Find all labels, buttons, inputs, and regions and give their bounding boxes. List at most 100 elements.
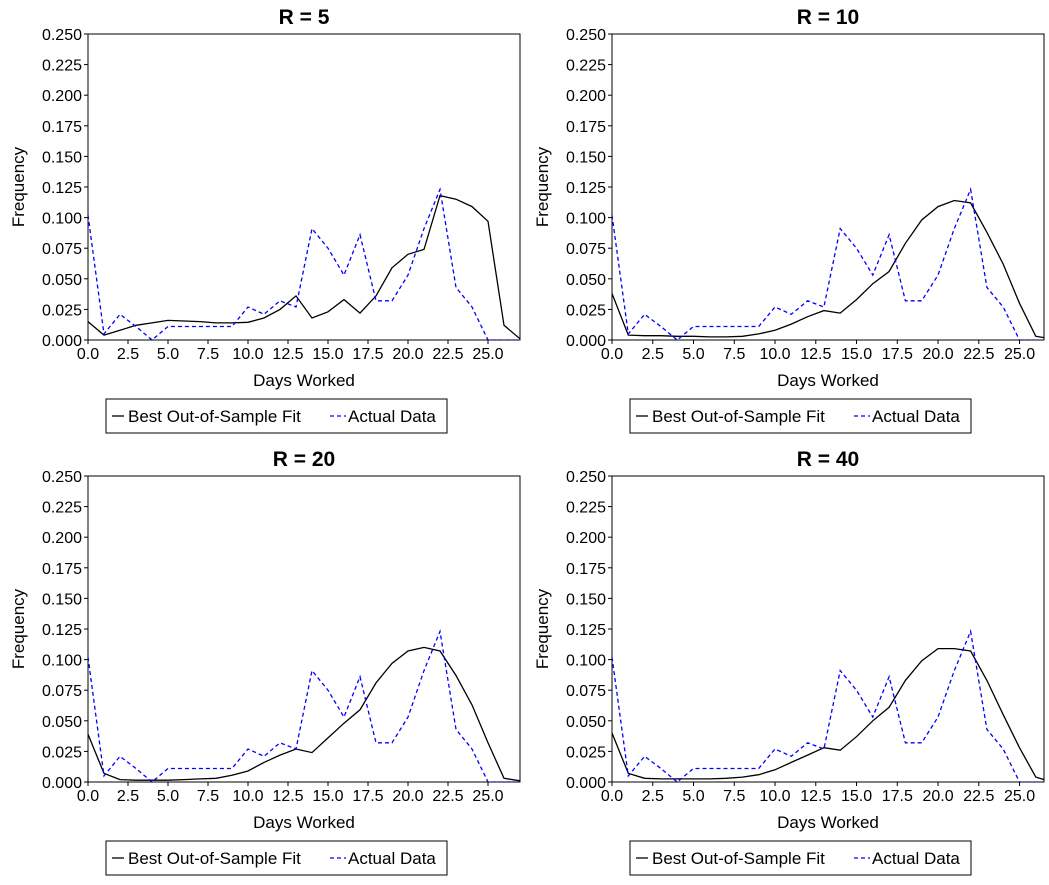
y-tick-label: 0.100 — [566, 211, 606, 228]
y-tick-label: 0.100 — [42, 653, 82, 670]
x-tick-label: 20.0 — [392, 346, 423, 363]
x-tick-label: 5.0 — [157, 788, 179, 805]
legend-box — [105, 840, 448, 876]
x-tick-label: 15.0 — [312, 346, 343, 363]
x-tick-label: 7.5 — [197, 788, 219, 805]
chart-title: R = 5 — [279, 6, 330, 29]
legend: Best Out-of-Sample Fit Actual Data — [629, 840, 972, 876]
y-tick-label: 0.025 — [566, 744, 606, 761]
y-tick-label: 0.250 — [566, 469, 606, 486]
x-tick-label: 10.0 — [759, 346, 790, 363]
legend-label-actual-data: Actual Data — [348, 407, 436, 426]
y-tick-label: 0.050 — [42, 272, 82, 289]
x-tick-label: 2.5 — [117, 788, 139, 805]
y-tick-label: 0.225 — [566, 500, 606, 517]
y-tick-label: 0.125 — [42, 180, 82, 197]
legend-box — [105, 398, 448, 434]
chart-svg: R = 5 0.000 0.025 0.050 0.075 0.100 0.125 0.150… — [9, 6, 521, 434]
series-line-best-fit — [612, 199, 1044, 339]
y-tick-label: 0.075 — [566, 241, 606, 258]
x-tick-label: 20.0 — [922, 788, 953, 805]
y-tick-label: 0.150 — [42, 591, 82, 608]
x-tick-label: 0.0 — [77, 788, 99, 805]
legend-label-best-fit: Best Out-of-Sample Fit — [652, 849, 825, 868]
y-tick-label: 0.100 — [42, 211, 82, 228]
y-tick-label: 0.050 — [566, 272, 606, 289]
legend-label-best-fit: Best Out-of-Sample Fit — [128, 407, 301, 426]
y-tick-label: 0.250 — [42, 27, 82, 44]
x-tick-label: 10.0 — [232, 346, 263, 363]
series-line-actual-data — [612, 629, 1036, 782]
x-tick-label: 20.0 — [922, 346, 953, 363]
y-tick-label: 0.125 — [566, 180, 606, 197]
y-axis-label: Frequency — [9, 588, 28, 669]
x-axis-label: Days Worked — [253, 371, 355, 390]
y-tick-label: 0.150 — [566, 591, 606, 608]
y-tick-label: 0.075 — [42, 683, 82, 700]
plot-frame — [87, 475, 521, 783]
y-tick-label: 0.225 — [42, 500, 82, 517]
plot-frame — [611, 475, 1045, 783]
x-axis-label: Days Worked — [777, 371, 879, 390]
x-tick-label: 0.0 — [601, 346, 623, 363]
series-line-best-fit — [88, 646, 520, 782]
y-tick-label: 0.050 — [566, 714, 606, 731]
x-tick-label: 5.0 — [157, 346, 179, 363]
y-tick-label: 0.000 — [42, 333, 82, 350]
y-axis-label: Frequency — [533, 588, 552, 669]
y-tick-label: 0.200 — [566, 88, 606, 105]
x-tick-label: 17.5 — [352, 788, 383, 805]
y-axis-label: Frequency — [9, 146, 28, 227]
legend: Best Out-of-Sample Fit Actual Data — [105, 840, 448, 876]
x-tick-label: 2.5 — [117, 346, 139, 363]
chart-title: R = 20 — [273, 448, 335, 471]
x-tick-label: 15.0 — [841, 346, 872, 363]
x-tick-label: 25.0 — [1004, 346, 1035, 363]
plot-frame — [87, 33, 521, 341]
x-tick-label: 5.0 — [682, 788, 704, 805]
chart-svg: R = 10 0.000 0.025 0.050 0.075 0.100 0.125 0.15… — [533, 6, 1045, 434]
y-tick-label: 0.225 — [566, 58, 606, 75]
y-tick-label: 0.200 — [566, 530, 606, 547]
plot-frame — [611, 33, 1045, 341]
series-line-best-fit — [88, 194, 520, 340]
chart-panel-4: R = 40 0.000 0.025 0.050 0.075 0.100 0.125 0.15… — [524, 442, 1048, 884]
x-tick-label: 15.0 — [841, 788, 872, 805]
x-tick-label: 7.5 — [197, 346, 219, 363]
x-tick-label: 12.5 — [800, 788, 831, 805]
x-tick-label: 25.0 — [472, 346, 503, 363]
x-tick-label: 17.5 — [882, 788, 913, 805]
legend: Best Out-of-Sample Fit Actual Data — [105, 398, 448, 434]
x-tick-label: 22.5 — [432, 346, 463, 363]
legend-label-best-fit: Best Out-of-Sample Fit — [128, 849, 301, 868]
y-tick-label: 0.125 — [42, 622, 82, 639]
legend-label-actual-data: Actual Data — [872, 407, 960, 426]
chart-title: R = 10 — [797, 6, 859, 29]
series-line-actual-data — [88, 629, 520, 782]
y-tick-label: 0.175 — [566, 119, 606, 136]
legend-box — [629, 840, 972, 876]
x-tick-label: 10.0 — [232, 788, 263, 805]
y-tick-label: 0.200 — [42, 88, 82, 105]
y-tick-label: 0.250 — [566, 27, 606, 44]
x-tick-label: 10.0 — [759, 788, 790, 805]
y-tick-label: 0.050 — [42, 714, 82, 731]
series-line-actual-data — [612, 187, 1036, 340]
x-tick-label: 17.5 — [882, 346, 913, 363]
x-tick-label: 20.0 — [392, 788, 423, 805]
y-tick-label: 0.025 — [42, 744, 82, 761]
y-tick-label: 0.025 — [566, 302, 606, 319]
y-tick-label: 0.000 — [42, 775, 82, 792]
x-tick-label: 12.5 — [800, 346, 831, 363]
y-tick-label: 0.000 — [566, 775, 606, 792]
chart-svg: R = 40 0.000 0.025 0.050 0.075 0.100 0.125 0.15… — [533, 448, 1045, 876]
y-tick-label: 0.175 — [566, 561, 606, 578]
legend-label-best-fit: Best Out-of-Sample Fit — [652, 407, 825, 426]
series-line-best-fit — [612, 647, 1044, 781]
chart-title: R = 40 — [797, 448, 859, 471]
x-tick-label: 7.5 — [723, 346, 745, 363]
x-tick-label: 2.5 — [642, 346, 664, 363]
x-tick-label: 5.0 — [682, 346, 704, 363]
y-tick-label: 0.150 — [42, 149, 82, 166]
